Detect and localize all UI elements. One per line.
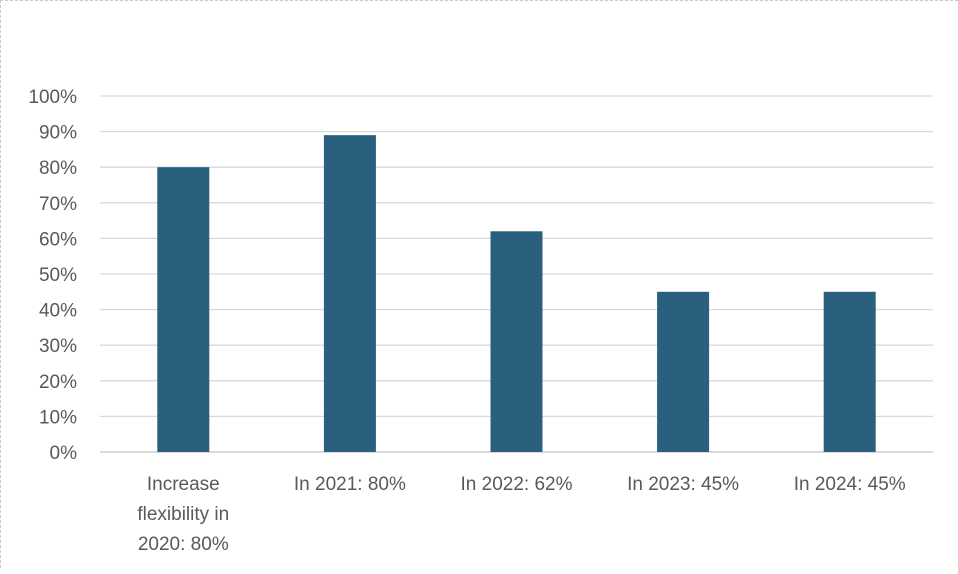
y-tick-label: 30% xyxy=(39,336,77,357)
bar xyxy=(323,135,376,452)
x-tick-label: In 2022: 62% xyxy=(461,474,573,495)
x-tick-label-line: flexibility in xyxy=(137,504,229,525)
y-tick-label: 70% xyxy=(39,194,77,215)
x-tick-label-line: Increase xyxy=(147,474,220,495)
x-tick-label: Increase flexibility in 2020: 80% xyxy=(137,474,229,555)
bar xyxy=(823,291,876,452)
bars xyxy=(157,135,876,452)
y-tick-label: 40% xyxy=(39,301,77,322)
x-tick-label: In 2024: 45% xyxy=(794,474,906,495)
y-axis-tick-labels: 0% 10% 20% 30% 40% 50% 60% 70% 80% 90% 100% xyxy=(28,87,77,464)
x-tick-label-line: In 2024: 45% xyxy=(794,474,906,495)
bar xyxy=(157,167,210,452)
y-tick-label: 80% xyxy=(39,158,77,179)
x-tick-label-line: In 2023: 45% xyxy=(627,474,739,495)
y-tick-label: 0% xyxy=(50,443,78,464)
x-tick-label: In 2023: 45% xyxy=(627,474,739,495)
y-tick-label: 20% xyxy=(39,372,77,393)
bar xyxy=(490,231,543,452)
x-tick-label-line: In 2022: 62% xyxy=(461,474,573,495)
bar xyxy=(657,291,710,452)
y-tick-label: 60% xyxy=(39,229,77,250)
x-tick-label-line: In 2021: 80% xyxy=(294,474,406,495)
x-axis-tick-labels: Increase flexibility in 2020: 80% In 2021: … xyxy=(137,474,905,555)
x-tick-label-line: 2020: 80% xyxy=(138,534,229,555)
x-tick-label: In 2021: 80% xyxy=(294,474,406,495)
y-tick-label: 10% xyxy=(39,407,77,428)
y-tick-label: 90% xyxy=(39,123,77,144)
y-tick-label: 50% xyxy=(39,265,77,286)
y-tick-label: 100% xyxy=(28,87,77,108)
